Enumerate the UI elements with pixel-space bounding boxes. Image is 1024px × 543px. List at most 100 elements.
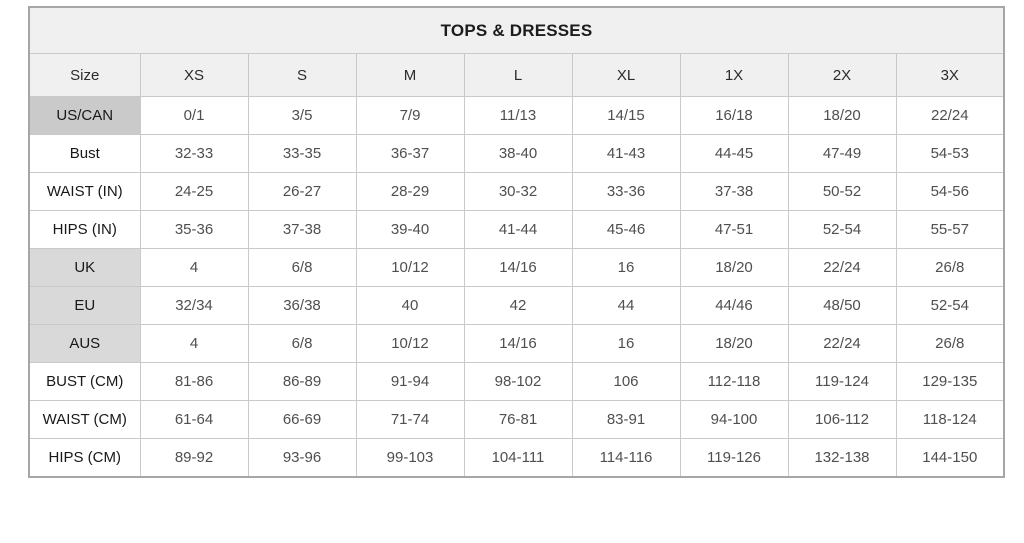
data-cell-waist-cm-2x: 106-112 <box>787 400 897 439</box>
data-cell-us-can-xl: 14/15 <box>571 96 681 135</box>
data-cell-waist-in-l: 30-32 <box>463 172 573 211</box>
data-cell-bust-cm-1x: 112-118 <box>679 362 789 401</box>
data-cell-hips-in-2x: 52-54 <box>787 210 897 249</box>
table-row-bust-cm: BUST (CM) 81-86 86-89 91-94 98-102 106 112-118… <box>28 362 1005 401</box>
data-cell-us-can-s: 3/5 <box>247 96 357 135</box>
table-header-row: Size XS S M L XL 1X 2X 3X <box>28 53 1005 97</box>
data-cell-hips-in-xl: 45-46 <box>571 210 681 249</box>
data-cell-hips-cm-m: 99-103 <box>355 438 465 478</box>
data-cell-bust-s: 33-35 <box>247 134 357 173</box>
data-cell-us-can-xs: 0/1 <box>139 96 249 135</box>
data-cell-hips-cm-xl: 114-116 <box>571 438 681 478</box>
table-row-aus: AUS 4 6/8 10/12 14/16 16 18/20 22/24 26/8 <box>28 324 1005 363</box>
data-cell-hips-cm-2x: 132-138 <box>787 438 897 478</box>
data-cell-aus-3x: 26/8 <box>895 324 1005 363</box>
data-cell-waist-in-s: 26-27 <box>247 172 357 211</box>
row-label-bust-cm: BUST (CM) <box>28 362 141 401</box>
data-cell-bust-cm-l: 98-102 <box>463 362 573 401</box>
data-cell-hips-in-l: 41-44 <box>463 210 573 249</box>
data-cell-uk-s: 6/8 <box>247 248 357 287</box>
data-cell-waist-in-1x: 37-38 <box>679 172 789 211</box>
data-cell-us-can-m: 7/9 <box>355 96 465 135</box>
data-cell-bust-cm-xs: 81-86 <box>139 362 249 401</box>
data-cell-eu-m: 40 <box>355 286 465 325</box>
data-cell-uk-3x: 26/8 <box>895 248 1005 287</box>
header-cell-l: L <box>463 53 573 97</box>
data-cell-waist-in-xs: 24-25 <box>139 172 249 211</box>
data-cell-uk-2x: 22/24 <box>787 248 897 287</box>
data-cell-bust-cm-3x: 129-135 <box>895 362 1005 401</box>
data-cell-hips-in-s: 37-38 <box>247 210 357 249</box>
table-row-uk: UK 4 6/8 10/12 14/16 16 18/20 22/24 26/8 <box>28 248 1005 287</box>
data-cell-waist-in-3x: 54-56 <box>895 172 1005 211</box>
row-label-eu: EU <box>28 286 141 325</box>
data-cell-eu-2x: 48/50 <box>787 286 897 325</box>
table-row-hips-cm: HIPS (CM) 89-92 93-96 99-103 104-111 114-116 1… <box>28 438 1005 478</box>
size-chart-table: TOPS & DRESSES Size XS S M L XL 1X 2X 3X US/CAN 0… <box>28 6 1006 478</box>
table-row-hips-in: HIPS (IN) 35-36 37-38 39-40 41-44 45-46 47-51 5… <box>28 210 1005 249</box>
row-label-hips-cm: HIPS (CM) <box>28 438 141 478</box>
header-cell-m: M <box>355 53 465 97</box>
table-row-waist-cm: WAIST (CM) 61-64 66-69 71-74 76-81 83-91 94-10… <box>28 400 1005 439</box>
header-cell-xs: XS <box>139 53 249 97</box>
data-cell-aus-s: 6/8 <box>247 324 357 363</box>
data-cell-waist-cm-l: 76-81 <box>463 400 573 439</box>
header-cell-3x: 3X <box>895 53 1005 97</box>
data-cell-eu-1x: 44/46 <box>679 286 789 325</box>
data-cell-waist-cm-s: 66-69 <box>247 400 357 439</box>
data-cell-hips-cm-xs: 89-92 <box>139 438 249 478</box>
header-cell-1x: 1X <box>679 53 789 97</box>
data-cell-uk-l: 14/16 <box>463 248 573 287</box>
data-cell-hips-in-m: 39-40 <box>355 210 465 249</box>
row-label-waist-cm: WAIST (CM) <box>28 400 141 439</box>
data-cell-aus-xs: 4 <box>139 324 249 363</box>
data-cell-bust-m: 36-37 <box>355 134 465 173</box>
data-cell-waist-in-xl: 33-36 <box>571 172 681 211</box>
data-cell-bust-l: 38-40 <box>463 134 573 173</box>
data-cell-waist-cm-xs: 61-64 <box>139 400 249 439</box>
row-label-uk: UK <box>28 248 141 287</box>
data-cell-bust-cm-m: 91-94 <box>355 362 465 401</box>
data-cell-hips-cm-1x: 119-126 <box>679 438 789 478</box>
header-cell-s: S <box>247 53 357 97</box>
data-cell-hips-in-1x: 47-51 <box>679 210 789 249</box>
data-cell-hips-cm-l: 104-111 <box>463 438 573 478</box>
data-cell-eu-s: 36/38 <box>247 286 357 325</box>
data-cell-hips-cm-s: 93-96 <box>247 438 357 478</box>
data-cell-uk-m: 10/12 <box>355 248 465 287</box>
data-cell-aus-l: 14/16 <box>463 324 573 363</box>
row-label-waist-in: WAIST (IN) <box>28 172 141 211</box>
data-cell-waist-cm-xl: 83-91 <box>571 400 681 439</box>
data-cell-us-can-1x: 16/18 <box>679 96 789 135</box>
data-cell-eu-3x: 52-54 <box>895 286 1005 325</box>
size-header-cell: Size <box>28 53 141 97</box>
data-cell-us-can-3x: 22/24 <box>895 96 1005 135</box>
data-cell-uk-xs: 4 <box>139 248 249 287</box>
data-cell-hips-in-3x: 55-57 <box>895 210 1005 249</box>
table-row-bust: Bust 32-33 33-35 36-37 38-40 41-43 44-45 47-49 5… <box>28 134 1005 173</box>
data-cell-bust-cm-2x: 119-124 <box>787 362 897 401</box>
row-label-aus: AUS <box>28 324 141 363</box>
data-cell-bust-2x: 47-49 <box>787 134 897 173</box>
data-cell-bust-1x: 44-45 <box>679 134 789 173</box>
table-row-eu: EU 32/34 36/38 40 42 44 44/46 48/50 52-54 <box>28 286 1005 325</box>
data-cell-waist-in-m: 28-29 <box>355 172 465 211</box>
data-cell-hips-cm-3x: 144-150 <box>895 438 1005 478</box>
data-cell-eu-l: 42 <box>463 286 573 325</box>
row-label-hips-in: HIPS (IN) <box>28 210 141 249</box>
data-cell-hips-in-xs: 35-36 <box>139 210 249 249</box>
table-row-us-can: US/CAN 0/1 3/5 7/9 11/13 14/15 16/18 18/20 22/24 <box>28 96 1005 135</box>
table-title-row: TOPS & DRESSES <box>28 6 1005 54</box>
data-cell-bust-cm-s: 86-89 <box>247 362 357 401</box>
table-row-waist-in: WAIST (IN) 24-25 26-27 28-29 30-32 33-36 37-38… <box>28 172 1005 211</box>
data-cell-aus-1x: 18/20 <box>679 324 789 363</box>
data-cell-uk-xl: 16 <box>571 248 681 287</box>
data-cell-bust-xl: 41-43 <box>571 134 681 173</box>
table-title: TOPS & DRESSES <box>28 6 1005 54</box>
data-cell-waist-cm-1x: 94-100 <box>679 400 789 439</box>
row-label-us-can: US/CAN <box>28 96 141 135</box>
data-cell-waist-in-2x: 50-52 <box>787 172 897 211</box>
data-cell-bust-3x: 54-53 <box>895 134 1005 173</box>
data-cell-aus-m: 10/12 <box>355 324 465 363</box>
